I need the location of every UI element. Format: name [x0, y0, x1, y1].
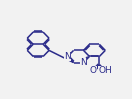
- Text: O: O: [90, 66, 97, 75]
- Text: OH: OH: [98, 66, 112, 75]
- Text: N: N: [64, 52, 71, 61]
- Text: N: N: [80, 58, 87, 67]
